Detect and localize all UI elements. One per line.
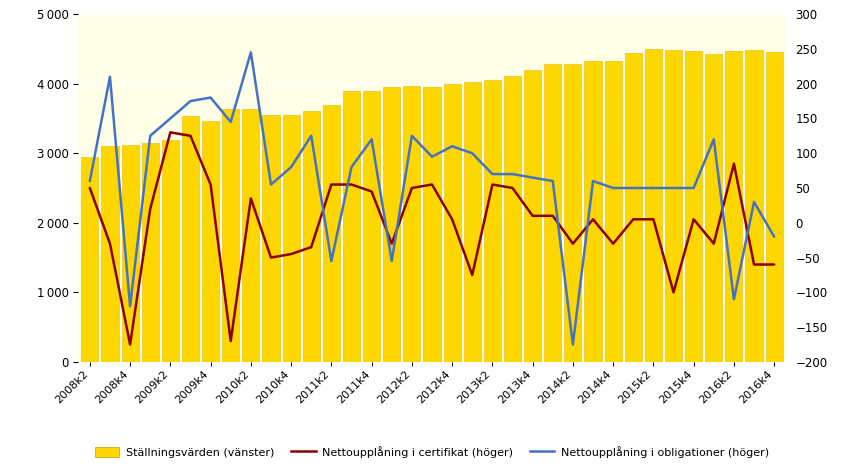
Bar — [524, 70, 541, 362]
Bar — [544, 64, 562, 362]
Bar — [283, 115, 300, 362]
Bar — [384, 87, 400, 362]
Bar — [726, 51, 742, 362]
Bar — [705, 55, 722, 362]
Bar — [625, 53, 642, 362]
Bar — [584, 62, 601, 362]
Bar — [101, 146, 118, 362]
Bar — [464, 82, 480, 362]
Bar — [484, 80, 501, 362]
Bar — [222, 109, 239, 362]
Bar — [142, 143, 159, 362]
Bar — [302, 111, 320, 362]
Bar — [122, 145, 138, 362]
Bar — [81, 157, 98, 362]
Bar — [403, 86, 421, 362]
Bar — [363, 91, 380, 362]
Bar — [665, 50, 682, 362]
Bar — [605, 61, 622, 362]
Bar — [685, 51, 702, 362]
Bar — [162, 140, 179, 362]
Bar — [263, 115, 280, 362]
Bar — [766, 52, 783, 362]
Bar — [746, 50, 763, 362]
Bar — [504, 76, 521, 362]
Bar — [564, 64, 581, 362]
Bar — [242, 109, 259, 362]
Bar — [645, 49, 662, 362]
Bar — [182, 116, 199, 362]
Legend: Ställningsvärden (vänster), Nettoupplåning i certifikat (höger), Nettoupplåning : Ställningsvärden (vänster), Nettoupplåni… — [91, 441, 773, 462]
Bar — [323, 104, 340, 362]
Bar — [343, 91, 360, 362]
Bar — [202, 120, 219, 362]
Bar — [423, 87, 441, 362]
Bar — [443, 84, 461, 362]
